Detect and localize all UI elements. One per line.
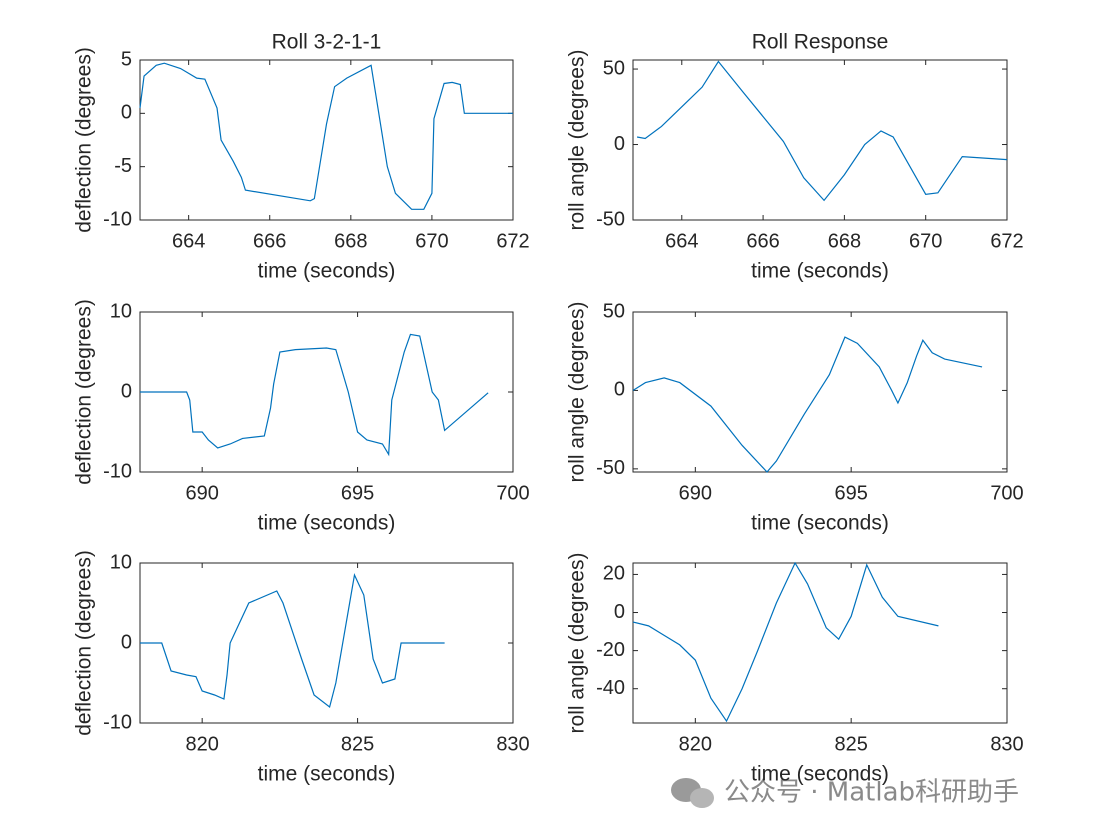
x-axis-label: time (seconds) (258, 763, 396, 786)
y-axis-label: roll angle (degrees) (566, 553, 589, 734)
y-axis-label: roll angle (degrees) (566, 50, 589, 231)
x-tick-label: 700 (990, 482, 1023, 504)
y-tick-label: 0 (121, 380, 132, 402)
y-tick-label: 0 (614, 601, 625, 623)
x-tick-label: 690 (185, 482, 218, 504)
x-tick-label: 830 (496, 733, 529, 755)
y-tick-label: 0 (121, 102, 132, 124)
axes-box (139, 59, 514, 221)
x-tick-label: 825 (834, 733, 867, 755)
subplot-title: Roll 3-2-1-1 (272, 31, 382, 54)
x-tick-label: 664 (665, 230, 698, 252)
x-tick-label: 672 (990, 230, 1023, 252)
x-tick-label: 666 (253, 230, 286, 252)
axes-box (139, 311, 514, 473)
x-tick-label: 690 (679, 482, 712, 504)
axes-box (632, 562, 1008, 724)
x-tick-label: 668 (828, 230, 861, 252)
y-tick-label: 20 (603, 563, 625, 585)
x-tick-label: 666 (746, 230, 779, 252)
x-tick-label: 700 (496, 482, 529, 504)
data-line (140, 333, 489, 457)
y-tick-label: 5 (121, 48, 132, 70)
axes-box (632, 59, 1008, 221)
y-axis-label: deflection (degrees) (73, 47, 96, 233)
watermark-icon (671, 778, 714, 808)
y-tick-label: 0 (614, 133, 625, 155)
data-line (632, 561, 939, 723)
y-tick-label: 10 (110, 551, 132, 573)
data-line (632, 336, 983, 473)
x-axis-label: time (seconds) (751, 512, 889, 535)
y-tick-label: 50 (603, 300, 625, 322)
data-line (140, 573, 445, 709)
x-tick-label: 670 (415, 230, 448, 252)
x-axis-label: time (seconds) (258, 512, 396, 535)
x-axis-label: time (seconds) (258, 260, 396, 283)
y-axis-label: roll angle (degrees) (566, 302, 589, 483)
data-line (636, 60, 1008, 202)
x-tick-label: 695 (834, 482, 867, 504)
y-tick-label: -50 (596, 208, 625, 230)
axes-box (632, 311, 1008, 473)
subplot-title: Roll Response (752, 31, 889, 54)
x-tick-label: 668 (334, 230, 367, 252)
x-tick-label: 820 (185, 733, 218, 755)
x-tick-label: 820 (679, 733, 712, 755)
y-tick-label: -40 (596, 677, 625, 699)
y-tick-label: 50 (603, 57, 625, 79)
y-axis-label: deflection (degrees) (73, 299, 96, 485)
y-tick-label: -5 (114, 155, 132, 177)
y-tick-label: 0 (121, 631, 132, 653)
x-axis-label: time (seconds) (751, 260, 889, 283)
y-tick-label: -50 (596, 457, 625, 479)
x-axis-label: time (seconds) (751, 763, 889, 786)
x-tick-label: 664 (172, 230, 205, 252)
x-tick-label: 825 (341, 733, 374, 755)
x-tick-label: 830 (990, 733, 1023, 755)
data-line (139, 62, 513, 210)
y-tick-label: 10 (110, 300, 132, 322)
x-tick-label: 670 (909, 230, 942, 252)
y-tick-label: -10 (103, 208, 132, 230)
y-tick-label: -20 (596, 639, 625, 661)
y-tick-label: 0 (614, 379, 625, 401)
y-tick-label: -10 (103, 460, 132, 482)
x-tick-label: 695 (341, 482, 374, 504)
axes-box (139, 562, 514, 724)
y-axis-label: deflection (degrees) (73, 550, 96, 736)
x-tick-label: 672 (496, 230, 529, 252)
y-tick-label: -10 (103, 711, 132, 733)
watermark: 公众号 · Matlab科研助手 (724, 778, 1019, 808)
